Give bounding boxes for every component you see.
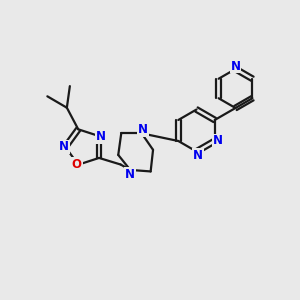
Text: O: O — [72, 158, 82, 171]
Text: N: N — [125, 168, 135, 181]
Text: N: N — [138, 123, 148, 136]
Text: N: N — [193, 148, 203, 162]
Text: N: N — [230, 59, 241, 73]
Text: N: N — [95, 130, 106, 142]
Text: N: N — [213, 134, 223, 148]
Text: N: N — [59, 140, 69, 154]
